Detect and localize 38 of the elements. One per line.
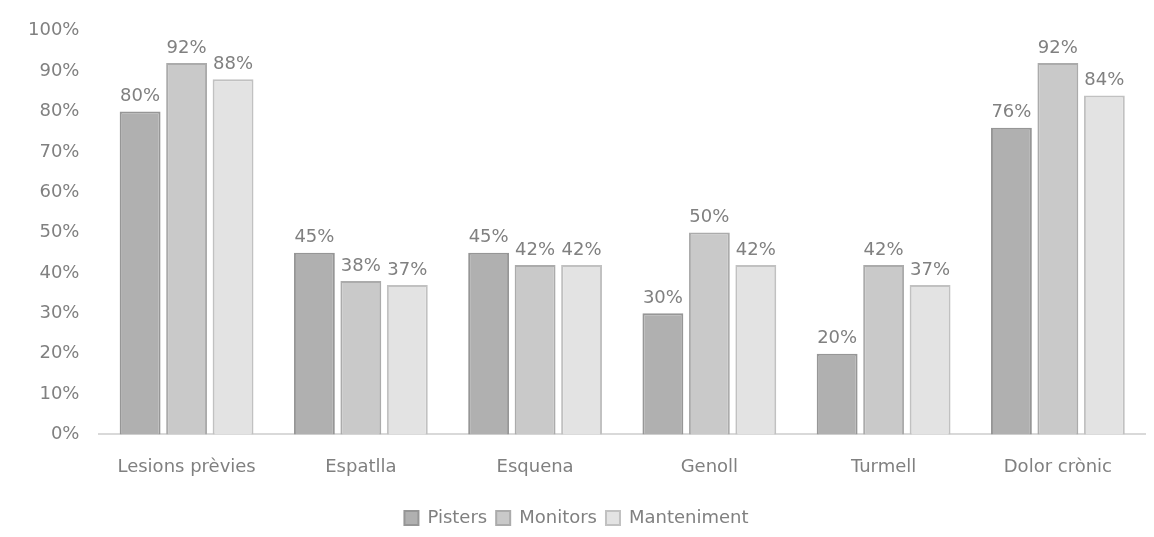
legend-label: Monitors — [519, 505, 597, 527]
data-label: 37% — [910, 257, 951, 279]
data-label: 30% — [642, 285, 683, 307]
data-label: 76% — [991, 100, 1032, 122]
data-label: 42% — [863, 237, 904, 259]
data-label: 20% — [817, 326, 858, 348]
y-tick-label: 40% — [39, 260, 80, 282]
y-tick-label: 70% — [39, 139, 80, 161]
y-tick-label: 100% — [27, 18, 80, 40]
y-tick-label: 10% — [39, 381, 80, 403]
data-label: 80% — [120, 84, 161, 106]
data-label: 45% — [294, 225, 335, 247]
x-tick-label: Genoll — [680, 454, 739, 476]
data-label: 92% — [1037, 35, 1078, 57]
legend-label: Manteniment — [628, 505, 749, 527]
x-tick-label: Turmell — [849, 454, 917, 476]
y-tick-label: 60% — [39, 179, 80, 201]
data-label: 37% — [387, 257, 428, 279]
x-tick-label: Dolor crònic — [1003, 454, 1112, 476]
x-tick-label: Lesions prèvies — [117, 454, 256, 476]
data-label: 42% — [515, 237, 556, 259]
data-label: 88% — [213, 51, 254, 73]
y-tick-label: 80% — [39, 99, 80, 121]
data-label: 50% — [689, 205, 730, 227]
data-label: 42% — [735, 237, 776, 259]
y-tick-label: 30% — [39, 300, 80, 322]
data-label: 92% — [166, 35, 207, 57]
x-tick-label: Espatlla — [325, 454, 397, 476]
y-tick-label: 0% — [50, 422, 80, 444]
legend-label: Pisters — [427, 505, 488, 527]
data-label: 45% — [468, 225, 509, 247]
data-label: 84% — [1084, 68, 1125, 90]
data-label: 42% — [561, 237, 602, 259]
y-tick-label: 50% — [39, 220, 80, 242]
data-label: 38% — [340, 253, 381, 275]
x-tick-label: Esquena — [496, 454, 574, 476]
y-tick-label: 20% — [39, 341, 80, 363]
y-tick-label: 90% — [39, 58, 80, 80]
